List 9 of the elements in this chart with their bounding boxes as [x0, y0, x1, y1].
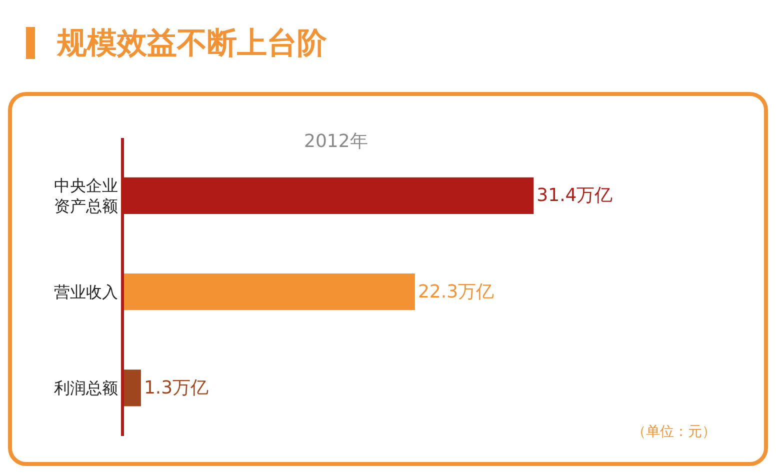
- chart-title: 规模效益不断上台阶: [57, 24, 327, 62]
- data-label: 31.4万亿: [536, 185, 613, 206]
- y-tick-label: 利润总额: [54, 378, 118, 398]
- y-tick-label: 中央企业资产总额: [54, 176, 118, 216]
- data-label: 22.3万亿: [418, 281, 494, 302]
- chart-subtitle: 2012年: [304, 131, 368, 152]
- y-tick-label: 营业收入: [54, 282, 118, 302]
- data-label: 1.3万亿: [144, 377, 209, 398]
- text: （单位：元）: [632, 424, 716, 440]
